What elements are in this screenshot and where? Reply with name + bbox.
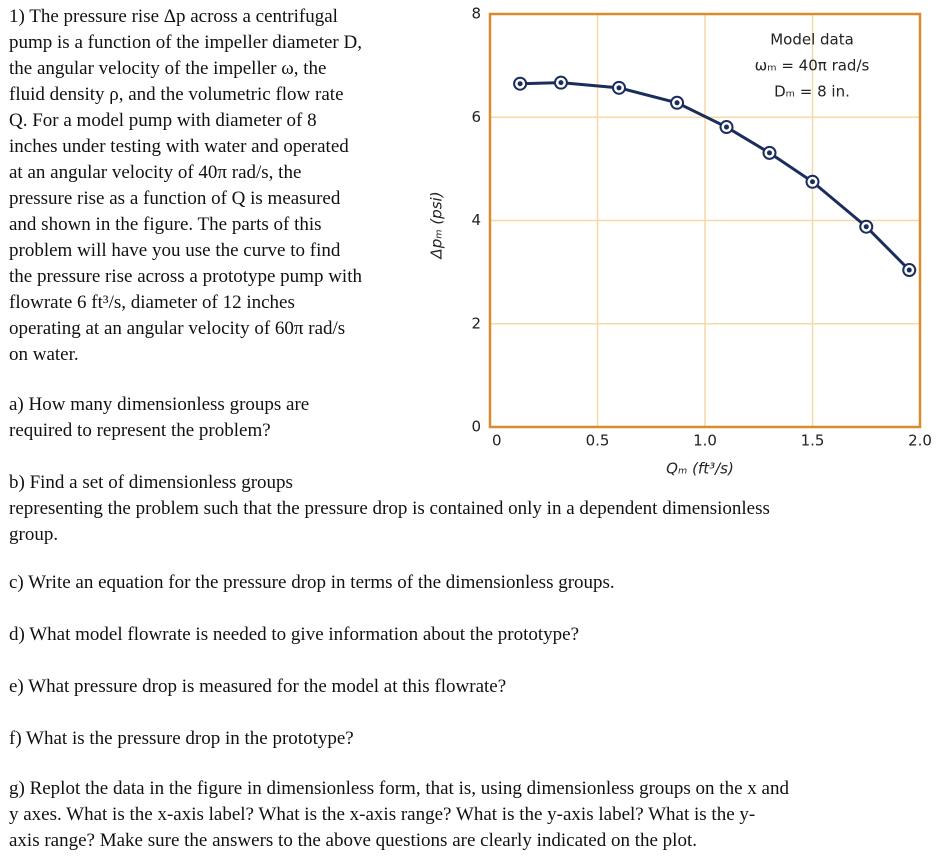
data-line <box>520 81 911 272</box>
text-line: inches under testing with water and oper… <box>9 136 349 157</box>
text-line: representing the problem such that the p… <box>9 498 770 519</box>
text-line: fluid density ρ, and the volumetric flow… <box>9 84 344 105</box>
data-point-dot <box>810 179 815 185</box>
x-tick-label: 2.0 <box>908 432 932 450</box>
y-axis-label: Δpₘ (psi) <box>428 191 446 259</box>
y-tick-label: 8 <box>471 5 481 23</box>
y-tick-label: 6 <box>471 108 481 126</box>
text-line: and shown in the figure. The parts of th… <box>9 214 322 235</box>
text-line: y axes. What is the x-axis label? What i… <box>9 804 756 825</box>
data-point-dot <box>558 80 564 86</box>
text-line: the angular velocity of the impeller ω, … <box>9 58 327 79</box>
text-line: at an angular velocity of 40π rad/s, the <box>9 162 302 183</box>
x-tick-label: 0 <box>492 432 502 450</box>
text-line: the pressure rise across a prototype pum… <box>9 266 362 287</box>
text-line: c) Write an equation for the pressure dr… <box>9 572 615 593</box>
text-line: group. <box>9 524 59 545</box>
data-point-dot <box>674 100 680 106</box>
text-line: on water. <box>9 344 79 365</box>
text-line: pressure rise as a function of Q is meas… <box>9 188 341 209</box>
x-tick-label: 1.5 <box>801 432 825 450</box>
text-line: operating at an angular velocity of 60π … <box>9 318 346 339</box>
x-tick-label: 1.0 <box>693 432 717 450</box>
data-point-dot <box>616 85 622 91</box>
text-line: flowrate 6 ft³/s, diameter of 12 inches <box>9 292 295 313</box>
data-point-dot <box>767 150 772 156</box>
text-line: f) What is the pressure drop in the prot… <box>9 728 354 749</box>
text-line: pump is a function of the impeller diame… <box>9 32 362 53</box>
text-line: Q. For a model pump with diameter of 8 <box>9 110 317 131</box>
data-point-dot <box>517 81 523 87</box>
data-point-dot <box>724 124 729 130</box>
chart: 0 2 4 6 8 0 0.5 1.0 1.5 2.0 Qₘ (ft³/s) Δpₘ (psi) Mod… <box>428 5 932 478</box>
text-line: 1) The pressure rise Δp across a centrif… <box>9 6 338 27</box>
text-line: e) What pressure drop is measured for th… <box>9 676 507 697</box>
y-tick-label: 4 <box>471 211 481 229</box>
text-line: g) Replot the data in the figure in dime… <box>9 778 789 799</box>
y-tick-label: 0 <box>471 418 481 436</box>
x-tick-label: 0.5 <box>586 432 610 450</box>
data-point-dot <box>906 267 912 273</box>
x-axis-label: Qₘ (ft³/s) <box>666 460 734 478</box>
annotation: ωₘ = 40π rad/s <box>755 57 870 75</box>
plot-frame <box>488 12 922 429</box>
text-line: d) What model flowrate is needed to give… <box>9 624 580 645</box>
text-line: a) How many dimensionless groups are <box>9 394 310 415</box>
annotation: Model data <box>770 31 854 49</box>
text-line: required to represent the problem? <box>9 420 271 441</box>
annotation: Dₘ = 8 in. <box>774 83 850 101</box>
text-line: b) Find a set of dimensionless groups <box>9 472 293 493</box>
text-line: problem will have you use the curve to f… <box>9 240 341 261</box>
text-line: axis range? Make sure the answers to the… <box>9 830 697 851</box>
y-tick-label: 2 <box>471 314 481 332</box>
data-point-dot <box>863 224 869 230</box>
